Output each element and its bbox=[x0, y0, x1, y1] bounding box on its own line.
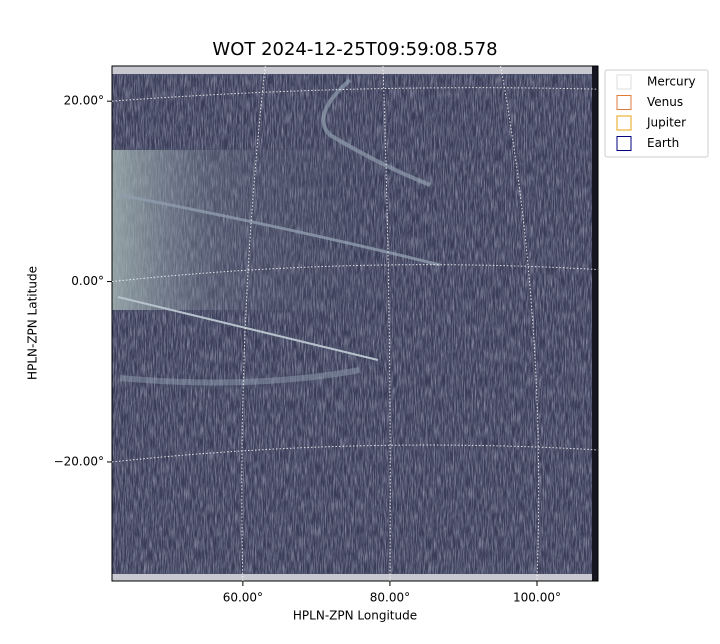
y-axis-label: HPLN-ZPN Latitude bbox=[26, 266, 40, 380]
grid-line bbox=[382, 65, 391, 582]
grid-line bbox=[500, 65, 540, 582]
x-axis-label: HPLN-ZPN Longitude bbox=[293, 609, 417, 623]
grid-line bbox=[111, 444, 599, 463]
y-tick-label: −20.00° bbox=[54, 454, 104, 468]
legend-marker bbox=[616, 95, 632, 110]
legend-marker bbox=[616, 136, 632, 151]
x-tick-label: 60.00° bbox=[223, 591, 263, 605]
chart-title: WOT 2024-12-25T09:59:08.578 bbox=[212, 39, 497, 60]
legend-label: Jupiter bbox=[646, 116, 686, 130]
legend-label: Earth bbox=[647, 136, 679, 150]
x-tick-label: 80.00° bbox=[370, 591, 410, 605]
legend-frame bbox=[604, 69, 709, 158]
image bbox=[112, 66, 598, 581]
legend-marker bbox=[616, 74, 632, 90]
legend bbox=[604, 69, 709, 158]
plot-frame bbox=[111, 65, 599, 582]
x-tick-label: 100.00° bbox=[513, 591, 561, 605]
legend-label: Venus bbox=[647, 95, 683, 109]
y-tick-label: 0.00° bbox=[71, 274, 104, 288]
y-tick-label: 20.00° bbox=[64, 94, 104, 108]
grid-line bbox=[241, 65, 266, 582]
grid-line bbox=[111, 264, 599, 283]
legend-marker bbox=[616, 115, 632, 131]
legend-label: Mercury bbox=[647, 75, 696, 89]
grid-line bbox=[111, 87, 599, 102]
